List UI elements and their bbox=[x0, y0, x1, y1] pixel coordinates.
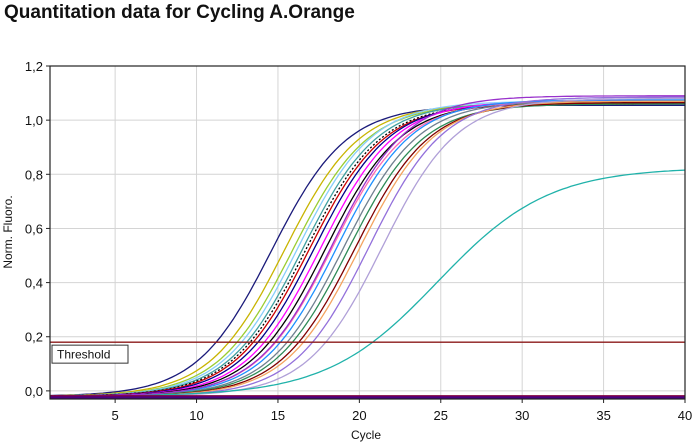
threshold-layer: Threshold bbox=[50, 341, 685, 364]
y-tick-label: 1,2 bbox=[25, 59, 43, 74]
threshold-label: Threshold bbox=[57, 348, 110, 362]
x-tick-label: 40 bbox=[678, 408, 692, 423]
x-tick-label: 30 bbox=[515, 408, 529, 423]
y-tick-label: 1,0 bbox=[25, 113, 43, 128]
x-tick-label: 20 bbox=[352, 408, 366, 423]
plot-frame bbox=[49, 65, 686, 400]
threshold-label-box bbox=[51, 344, 129, 364]
amplification-curve-19 bbox=[50, 169, 686, 397]
y-tick-label: 0,8 bbox=[25, 167, 43, 182]
curve-layer bbox=[49, 95, 686, 399]
chart-title: Quantitation data for Cycling A.Orange bbox=[4, 2, 355, 23]
y-tick-label: 0,6 bbox=[25, 221, 43, 236]
x-tick-label: 35 bbox=[596, 408, 610, 423]
amplification-curve-20 bbox=[50, 95, 685, 397]
x-axis-title: Cycle bbox=[351, 428, 381, 442]
y-tick-label: 0,0 bbox=[25, 384, 43, 399]
y-tick-label: 0,4 bbox=[25, 276, 43, 291]
x-tick-label: 25 bbox=[434, 408, 448, 423]
y-tick-label: 0,2 bbox=[25, 330, 43, 345]
x-tick-label: 5 bbox=[112, 408, 119, 423]
x-tick-label: 15 bbox=[271, 408, 285, 423]
amplification-curve-1 bbox=[49, 104, 685, 397]
x-tick-label: 10 bbox=[189, 408, 203, 423]
tick-layer: 5 10 15 20 25 30 35 40 0,0 0,2 0,4 0,6 0,8 1,0 1,2 bbox=[25, 59, 692, 423]
y-axis-title: Norm. Fluoro. bbox=[1, 195, 15, 268]
